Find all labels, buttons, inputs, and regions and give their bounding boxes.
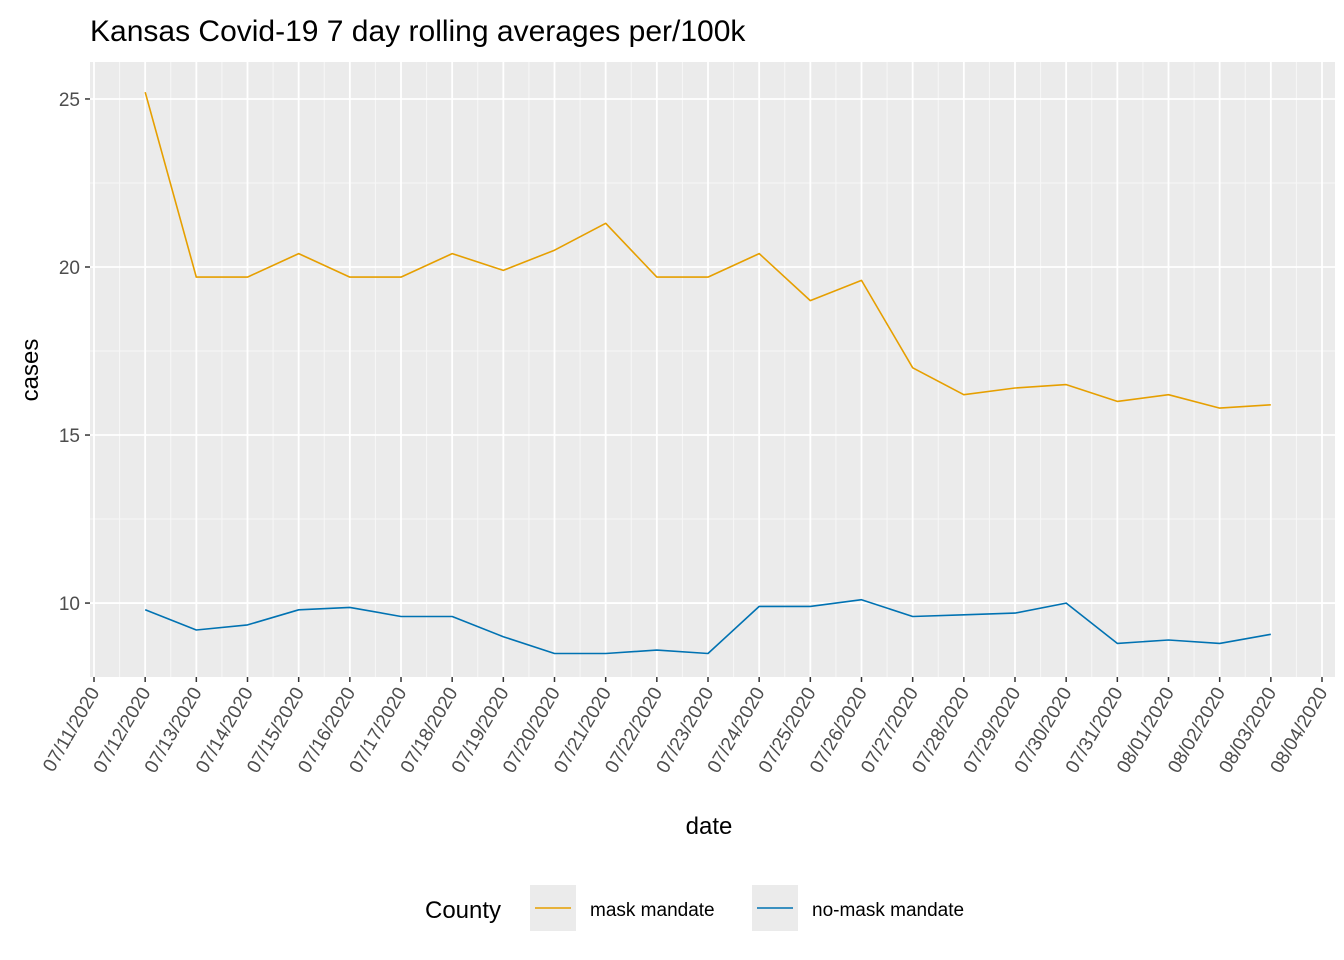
- chart-title: Kansas Covid-19 7 day rolling averages p…: [90, 15, 746, 48]
- x-axis-title: date: [686, 813, 733, 840]
- major-gridlines: [90, 62, 1335, 677]
- legend-title: County: [425, 897, 501, 924]
- y-tick-label: 15: [59, 426, 80, 447]
- y-tick-label: 25: [59, 90, 80, 111]
- y-tick-label: 20: [59, 258, 80, 279]
- series-line-no-mask-mandate: [144, 598, 1271, 655]
- y-axis-title: cases: [17, 339, 44, 402]
- legend-items: mask mandate no-mask mandate: [530, 885, 964, 931]
- y-tick-label: 10: [59, 594, 80, 615]
- y-axis: 10 15 20 25: [59, 90, 90, 615]
- series-lines: [144, 91, 1271, 655]
- legend: County mask mandate no-mask mandate: [425, 885, 964, 931]
- x-axis: 07/11/202007/12/202007/13/202007/14/2020…: [39, 677, 1332, 777]
- legend-label-mask-mandate: mask mandate: [590, 900, 715, 921]
- series-line-mask-mandate: [144, 91, 1271, 409]
- minor-gridlines: [90, 62, 1335, 677]
- legend-label-no-mask-mandate: no-mask mandate: [812, 900, 964, 921]
- plot-panel: [90, 62, 1335, 677]
